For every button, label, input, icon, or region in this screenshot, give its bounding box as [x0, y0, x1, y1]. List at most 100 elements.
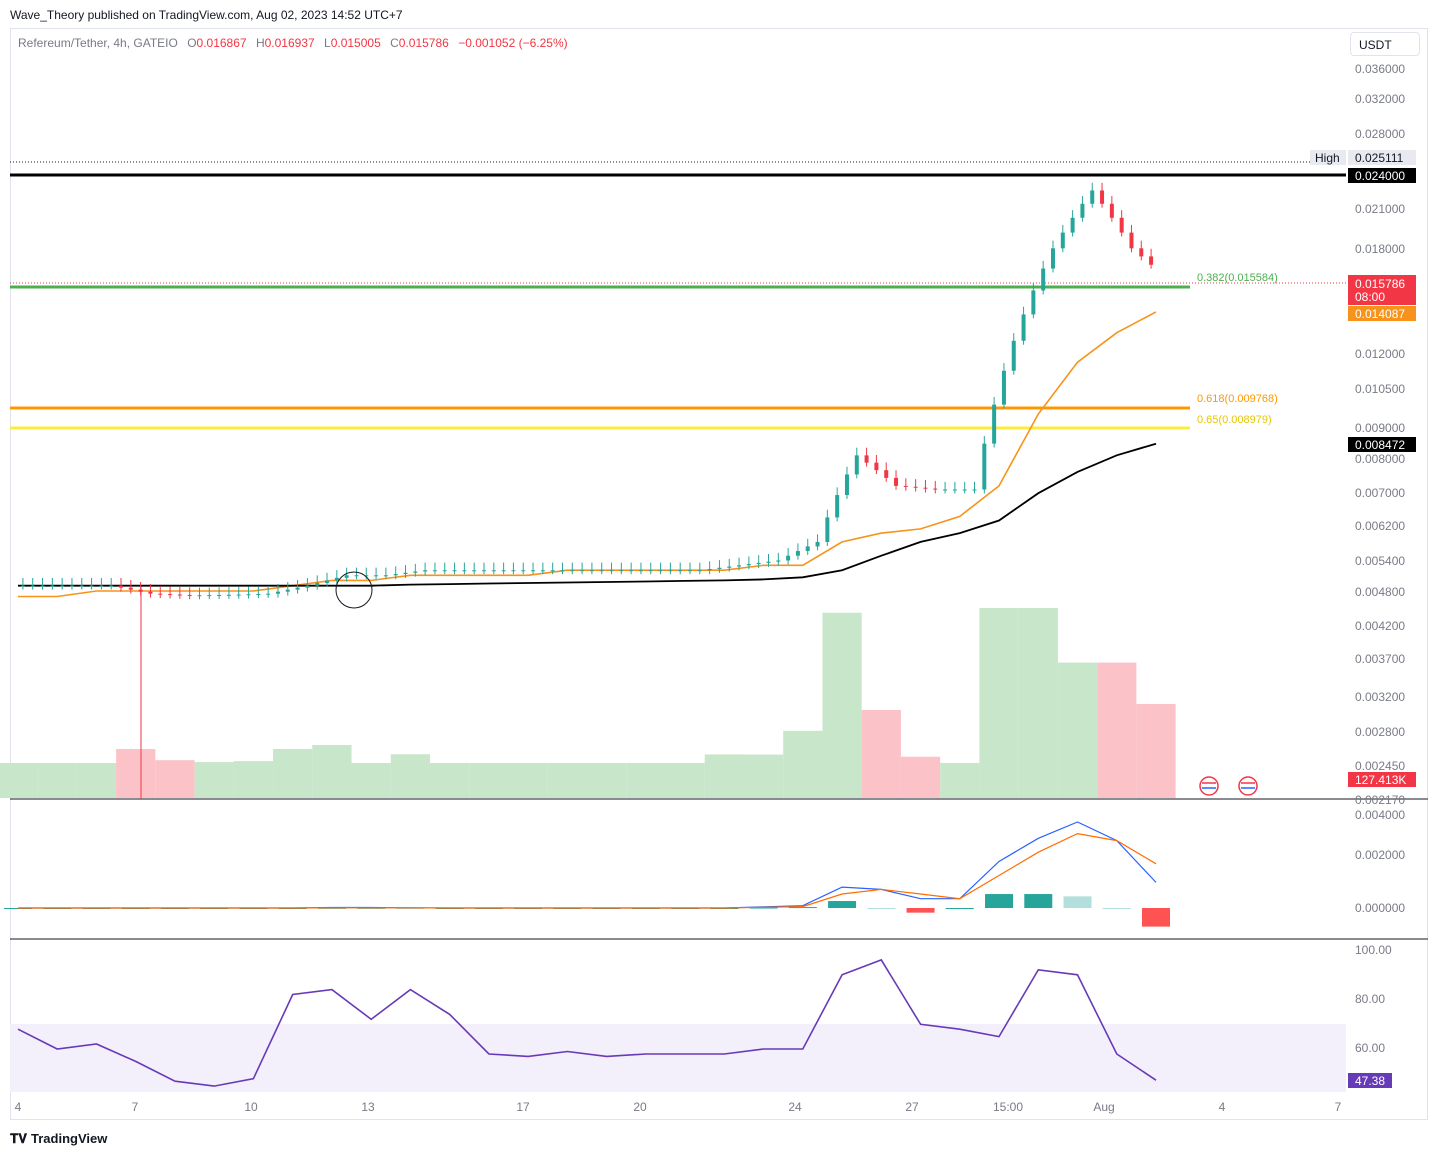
candle-body — [1050, 248, 1055, 269]
volume-bar — [665, 763, 705, 798]
time-tick: 7 — [1335, 1100, 1342, 1114]
candle-body — [1011, 340, 1016, 371]
resistance-tag-bg — [1348, 168, 1416, 183]
volume-bar — [351, 763, 391, 798]
candle-body — [275, 591, 280, 594]
currency-button[interactable]: USDT — [1350, 32, 1420, 56]
candle-body — [403, 572, 408, 575]
rsi-tick: 60.00 — [1355, 1041, 1385, 1055]
candle-body — [580, 570, 585, 572]
low-label: L — [324, 36, 331, 50]
candle-body — [1041, 268, 1046, 291]
ema200-tag-value: 0.008472 — [1355, 438, 1405, 452]
volume-bar — [626, 763, 666, 798]
price-tick: 0.007000 — [1355, 486, 1405, 500]
candle-body — [531, 570, 536, 572]
rsi-tag-value: 47.38 — [1355, 1074, 1385, 1088]
candle-body — [69, 585, 74, 587]
price-axis[interactable]: 0.036000 0.032000 0.028000 0.021000 0.018000… — [1355, 62, 1405, 807]
candle-body — [128, 587, 133, 590]
candle-body — [256, 593, 261, 595]
volume-bar — [743, 754, 784, 798]
candle-body — [236, 594, 241, 596]
us-flag-event-icon[interactable] — [1238, 776, 1258, 796]
fib-65-label: 0.65(0.008979) — [1197, 414, 1272, 426]
symbol-name[interactable]: Refereum/Tether, 4h, GATEIO — [18, 36, 178, 50]
volume-bar — [37, 763, 77, 798]
candle-countdown: 08:00 — [1355, 290, 1385, 304]
candle-body — [226, 594, 231, 596]
candle-body — [20, 585, 25, 587]
price-tick: 0.012000 — [1355, 347, 1405, 361]
rsi-band — [10, 1024, 1346, 1092]
price-tick: 0.002170 — [1355, 793, 1405, 807]
macd-hist-bar — [1063, 896, 1092, 908]
candle-body — [835, 495, 840, 518]
close-value: 0.015786 — [398, 36, 449, 50]
us-flag-event-icon[interactable] — [1199, 776, 1219, 796]
high-tag-bg — [1310, 150, 1346, 165]
candle-body — [413, 571, 418, 573]
candle-body — [1149, 256, 1154, 265]
price-tick: 0.036000 — [1355, 62, 1405, 76]
tradingview-footer[interactable]: 𝐓𝐕 TradingView — [10, 1131, 107, 1147]
volume-tag-bg — [1348, 772, 1416, 787]
volume-bar — [312, 744, 352, 798]
candle-body — [1100, 190, 1105, 204]
macd-hist-bar — [1024, 894, 1053, 908]
price-tick: 0.028000 — [1355, 127, 1405, 141]
macd-hist-bar — [396, 908, 425, 909]
macd-tick: 0.004000 — [1355, 808, 1405, 822]
time-tick: 4 — [1219, 1100, 1226, 1114]
candle-body — [364, 575, 369, 577]
candle-body — [923, 487, 928, 489]
close-label: C — [390, 36, 399, 50]
volume-bar — [979, 608, 1019, 798]
highlight-circle — [335, 571, 373, 609]
last-price-value: 0.015786 — [1355, 277, 1405, 291]
candle-body — [756, 562, 761, 565]
price-tick: 0.004800 — [1355, 585, 1405, 599]
candle-body — [217, 594, 222, 596]
time-tick: 4 — [15, 1100, 22, 1114]
candle-body — [844, 474, 849, 496]
candle-body — [815, 541, 820, 547]
macd-tick: 0.002000 — [1355, 848, 1405, 862]
ema50-line — [18, 311, 1157, 598]
candle-body — [550, 570, 555, 572]
macd-hist-bar — [945, 908, 974, 909]
candle-body — [560, 570, 565, 572]
candle-body — [717, 567, 722, 570]
volume-bar — [155, 760, 195, 798]
candle-body — [89, 585, 94, 587]
candle-body — [854, 455, 859, 475]
candle-body — [511, 570, 516, 572]
candle-body — [423, 570, 428, 572]
candle-body — [432, 570, 437, 572]
candle-body — [344, 575, 349, 578]
candle-body — [374, 575, 379, 577]
candle-body — [688, 570, 693, 572]
price-tick: 0.002450 — [1355, 759, 1405, 773]
candle-body — [325, 580, 330, 584]
time-tick: Aug — [1093, 1100, 1114, 1114]
candle-body — [746, 564, 751, 566]
rsi-tick: 80.00 — [1355, 992, 1385, 1006]
time-axis[interactable]: 4 7 10 13 17 20 24 27 15:00 Aug 4 7 — [15, 1100, 1342, 1114]
candle-body — [40, 585, 45, 587]
volume-bar — [547, 763, 587, 798]
publisher-header: Wave_Theory published on TradingView.com… — [10, 8, 403, 22]
high-tag-value: 0.025111 — [1355, 151, 1404, 165]
candle-body — [776, 560, 781, 562]
price-tick: 0.021000 — [1355, 202, 1405, 216]
volume-bar — [861, 709, 901, 798]
price-tick: 0.010500 — [1355, 382, 1405, 396]
candle-body — [315, 583, 320, 586]
open-label: O — [187, 36, 197, 50]
candle-body — [79, 585, 84, 587]
price-tick: 0.032000 — [1355, 92, 1405, 106]
candle-body — [766, 561, 771, 563]
volume-tag-value: 127.413K — [1355, 773, 1406, 787]
candle-body — [540, 570, 545, 572]
